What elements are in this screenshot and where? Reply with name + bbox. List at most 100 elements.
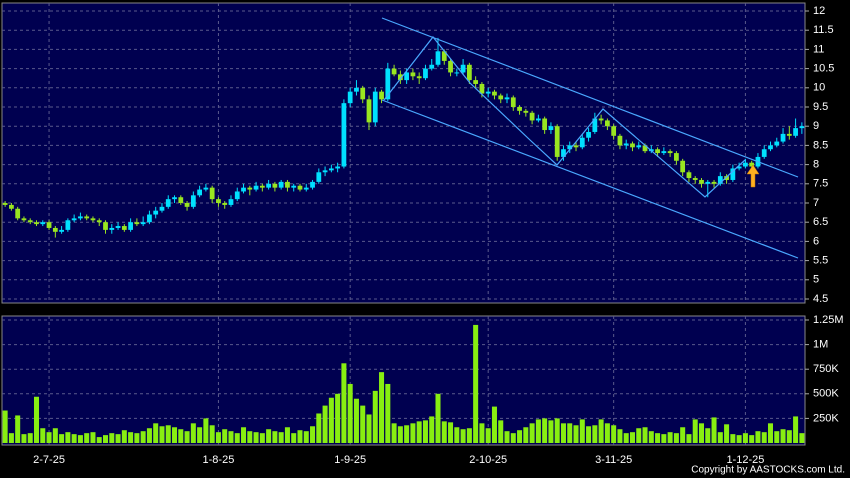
candle-body — [724, 176, 729, 180]
volume-bar — [203, 418, 209, 443]
volume-bar — [310, 426, 316, 443]
candle-body — [322, 170, 328, 173]
volume-bar — [15, 415, 21, 443]
candle-body — [523, 110, 529, 113]
volume-bar — [222, 429, 228, 443]
candle-body — [630, 143, 635, 148]
volume-bar — [479, 423, 485, 443]
candle-body — [266, 183, 272, 188]
candle-body — [172, 197, 177, 200]
candle-body — [140, 222, 146, 225]
candle-body — [153, 210, 159, 215]
candle-body — [423, 68, 428, 79]
candle-body — [567, 145, 573, 150]
candle-body — [40, 222, 46, 225]
volume-bar — [341, 363, 347, 443]
zigzag-line — [383, 36, 746, 198]
volume-bar — [190, 423, 196, 443]
volume-bar — [692, 419, 698, 443]
volume-bar — [335, 393, 341, 443]
candle-body — [404, 72, 410, 81]
candle-body — [768, 145, 773, 150]
volume-bar — [328, 397, 334, 443]
volume-bar — [742, 433, 748, 443]
volume-bar — [266, 429, 272, 443]
y-tick-label: 5.5 — [813, 255, 828, 267]
volume-bar — [560, 423, 566, 443]
candle-body — [27, 220, 33, 223]
volume-bar — [548, 420, 554, 443]
volume-bar — [303, 431, 309, 443]
candle-body — [774, 141, 780, 146]
volume-bar — [284, 427, 290, 443]
candle-body — [115, 226, 121, 228]
volume-bar — [278, 432, 284, 443]
candle-body — [278, 181, 284, 188]
y-tick-label: 4.5 — [813, 293, 828, 305]
candle-body — [222, 203, 228, 205]
y-tick-label: 11.5 — [813, 24, 834, 36]
volume-bar — [410, 423, 416, 443]
candle-body — [705, 181, 711, 184]
volume-bar — [448, 422, 454, 443]
volume-bar — [567, 423, 573, 443]
volume-bar — [360, 405, 366, 443]
volume-bar — [241, 427, 247, 443]
volume-bar — [46, 432, 52, 443]
candle-body — [90, 218, 96, 221]
candle-body — [128, 222, 133, 230]
candle-body — [247, 187, 253, 190]
candle-body — [636, 145, 642, 148]
volume-bar — [504, 431, 510, 443]
y-tick-label: 1.25M — [813, 314, 844, 326]
candle-body — [561, 149, 566, 157]
candle-body — [391, 68, 397, 75]
volume-bar — [291, 433, 297, 443]
volume-bar — [648, 431, 654, 443]
volume-bar — [579, 419, 585, 443]
volume-bar — [535, 419, 541, 443]
volume-bar — [749, 435, 755, 443]
y-tick-label: 8 — [813, 159, 819, 171]
candle-body — [84, 216, 90, 219]
volume-bar — [717, 432, 723, 443]
volume-bar — [197, 427, 203, 443]
volume-bar — [724, 424, 730, 443]
volume-bar — [523, 427, 529, 443]
volume-bar — [705, 428, 711, 443]
volume-bar — [510, 433, 516, 443]
volume-bar — [485, 428, 491, 443]
volume-bar — [259, 433, 265, 443]
volume-bar — [140, 431, 146, 443]
candle-body — [492, 91, 497, 96]
candle-body — [178, 197, 184, 203]
candle-body — [46, 222, 52, 228]
candle-body — [761, 149, 767, 157]
candle-body — [743, 162, 748, 167]
volume-bar — [372, 390, 378, 443]
candle-body — [655, 149, 660, 154]
volume-bar — [491, 406, 497, 443]
candle-body — [197, 189, 202, 196]
y-tick-label: 7 — [813, 197, 819, 209]
volume-bar — [366, 414, 372, 443]
candle-body — [605, 120, 610, 127]
candle-body — [573, 145, 579, 148]
candle-body — [228, 199, 234, 205]
volume-bar — [755, 431, 761, 443]
volume-bar — [21, 434, 27, 443]
volume-bar — [253, 432, 259, 443]
candle-body — [385, 68, 391, 100]
volume-bar — [385, 383, 391, 443]
candle-body — [209, 187, 215, 200]
candle-body — [347, 91, 353, 104]
volume-bar — [40, 428, 46, 443]
candle-body — [799, 126, 805, 129]
trend-lines — [381, 17, 799, 259]
candle-body — [216, 199, 221, 203]
volume-bar — [473, 324, 479, 443]
volume-bar — [391, 423, 397, 443]
volume-bar — [52, 428, 58, 443]
y-tick-label: 500K — [813, 388, 839, 400]
